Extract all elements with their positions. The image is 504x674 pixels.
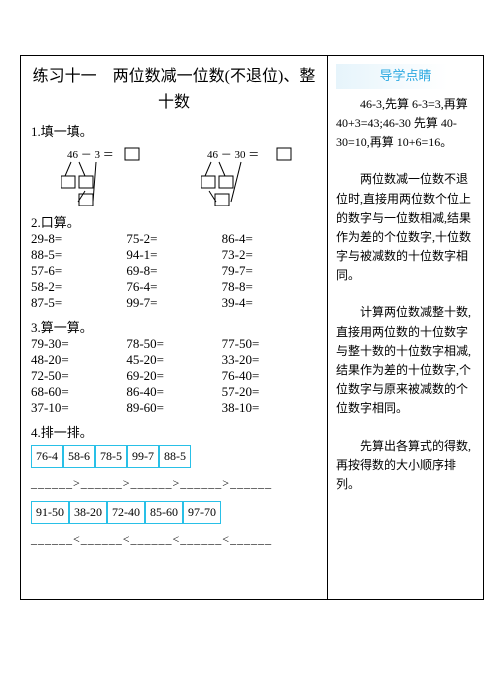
calc-row: 58-2=76-4=78-8= [31,279,317,295]
calc-cell: 78-8= [222,279,317,295]
d2-expr: 46 － 30 ＝ [207,149,259,161]
calc-cell: 78-50= [126,336,221,352]
calc-cell: 48-20= [31,352,126,368]
calc-row: 87-5=99-7=39-4= [31,295,317,311]
calc-cell: 99-7= [126,295,221,311]
calc-cell: 86-4= [222,231,317,247]
expr-box: 78-5 [95,445,127,468]
calc-cell: 69-20= [126,368,221,384]
calc-cell: 29-8= [31,231,126,247]
cmp-line-2: ______<______<______<______<______ [31,532,317,547]
cmp-line-1: ______>______>______>______>______ [31,476,317,491]
calc-row: 79-30=78-50=77-50= [31,336,317,352]
side-p2: 两位数减一位数不退位时,直接用两位数个位上的数字与一位数相减,结果作为差的个位数… [336,170,475,285]
side-title: 导学点睛 [336,64,475,89]
expr-box: 58-6 [63,445,95,468]
expr-box: 97-70 [183,501,221,524]
expr-box: 72-40 [107,501,145,524]
calc-cell: 89-60= [126,400,221,416]
calc-cell: 57-20= [222,384,317,400]
diagram-1: 46 － 3 ＝ [61,146,161,206]
calc-cell: 39-4= [222,295,317,311]
calc-cell: 79-7= [222,263,317,279]
calc-cell: 88-5= [31,247,126,263]
calc-cell: 73-2= [222,247,317,263]
calc-cell: 45-20= [126,352,221,368]
calc-row: 68-60=86-40=57-20= [31,384,317,400]
calc-row: 48-20=45-20=33-20= [31,352,317,368]
calc-cell: 79-30= [31,336,126,352]
calc-cell: 58-2= [31,279,126,295]
expr-box: 38-20 [69,501,107,524]
calc-cell: 94-1= [126,247,221,263]
calc-row: 57-6=69-8=79-7= [31,263,317,279]
calc-row: 29-8=75-2=86-4= [31,231,317,247]
calc2-block: 29-8=75-2=86-4=88-5=94-1=73-2=57-6=69-8=… [31,231,317,311]
main-title: 练习十一 两位数减一位数(不退位)、整十数 [31,64,317,115]
q2-label: 2.口算。 [31,212,317,231]
expr-box: 76-4 [31,445,63,468]
calc-cell: 75-2= [126,231,221,247]
calc-cell: 69-8= [126,263,221,279]
calc-cell: 76-4= [126,279,221,295]
calc-cell: 77-50= [222,336,317,352]
calc-cell: 37-10= [31,400,126,416]
q4-label: 4.排一排。 [31,422,317,441]
calc-cell: 38-10= [222,400,317,416]
calc-cell: 86-40= [126,384,221,400]
calc-cell: 68-60= [31,384,126,400]
calc3-block: 79-30=78-50=77-50=48-20=45-20=33-20=72-5… [31,336,317,416]
q3-label: 3.算一算。 [31,317,317,336]
boxrow-2: 91-5038-2072-4085-6097-70 [31,501,317,524]
expr-box: 99-7 [127,445,159,468]
calc-cell: 57-6= [31,263,126,279]
diagram-2: 46 － 30 ＝ [201,146,311,206]
diagram-row: 46 － 3 ＝ 46 － 30 ＝ [61,146,317,206]
expr-box: 91-50 [31,501,69,524]
d1-expr: 46 － 3 ＝ [67,149,114,161]
expr-box: 88-5 [159,445,191,468]
calc-cell: 87-5= [31,295,126,311]
boxrow-1: 76-458-678-599-788-5 [31,445,317,468]
calc-row: 37-10=89-60=38-10= [31,400,317,416]
expr-box: 85-60 [145,501,183,524]
side-p3: 计算两位数减整十数,直接用两位数的十位数字与整十数的十位数字相减,结果作为差的十… [336,303,475,418]
calc-cell: 72-50= [31,368,126,384]
q1-label: 1.填一填。 [31,121,317,140]
calc-cell: 76-40= [222,368,317,384]
side-p1: 46-3,先算 6-3=3,再算 40+3=43;46-30 先算 40-30=… [336,95,475,153]
calc-cell: 33-20= [222,352,317,368]
calc-row: 72-50=69-20=76-40= [31,368,317,384]
side-p4: 先算出各算式的得数,再按得数的大小顺序排列。 [336,437,475,495]
calc-row: 88-5=94-1=73-2= [31,247,317,263]
